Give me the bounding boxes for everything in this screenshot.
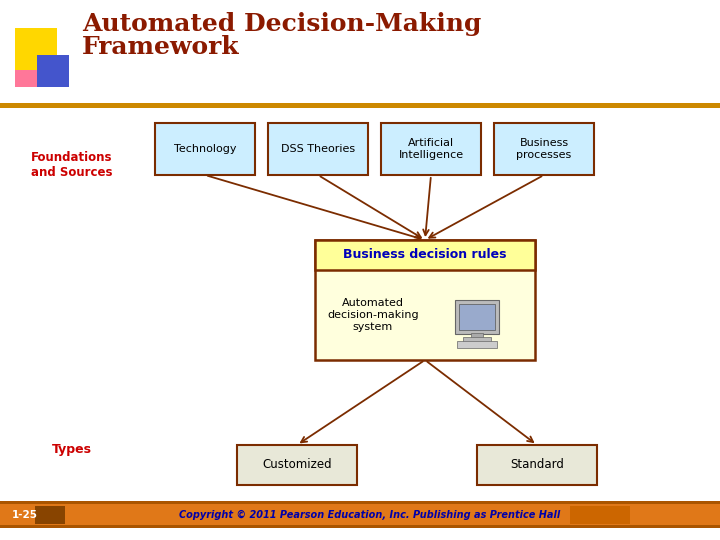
Text: Business decision rules: Business decision rules [343, 248, 507, 261]
Text: DSS Theories: DSS Theories [281, 144, 355, 154]
Bar [268, 123, 368, 175]
Bar [0, 501, 720, 504]
Bar [37, 55, 69, 87]
Text: Foundations
and Sources: Foundations and Sources [31, 151, 113, 179]
Bar [455, 300, 499, 334]
Bar [494, 123, 594, 175]
Bar [315, 240, 535, 270]
Bar [15, 28, 57, 70]
Bar [477, 445, 597, 485]
Text: Artificial
Intelligence: Artificial Intelligence [398, 138, 464, 160]
Text: Copyright © 2011 Pearson Education, Inc. Publishing as Prentice Hall: Copyright © 2011 Pearson Education, Inc.… [179, 510, 561, 520]
Text: 1-25: 1-25 [12, 510, 38, 520]
Text: Framework: Framework [82, 35, 240, 59]
Text: Technology: Technology [174, 144, 236, 154]
Bar [0, 525, 720, 528]
Text: Automated Decision-Making: Automated Decision-Making [82, 12, 482, 36]
Bar [237, 445, 357, 485]
Bar [457, 341, 497, 348]
Text: Business
processes: Business processes [516, 138, 572, 160]
Bar [155, 123, 255, 175]
Text: Automated
decision-making
system: Automated decision-making system [327, 299, 419, 332]
Bar [35, 506, 65, 524]
Bar [381, 123, 481, 175]
Bar [0, 103, 720, 108]
Text: Customized: Customized [262, 458, 332, 471]
Bar [15, 59, 43, 87]
Bar [315, 240, 535, 360]
Bar [463, 337, 491, 343]
Bar [0, 504, 720, 526]
Text: Standard: Standard [510, 458, 564, 471]
Bar [471, 333, 483, 338]
Bar [570, 506, 630, 524]
Bar [459, 304, 495, 330]
Text: Types: Types [52, 443, 92, 456]
